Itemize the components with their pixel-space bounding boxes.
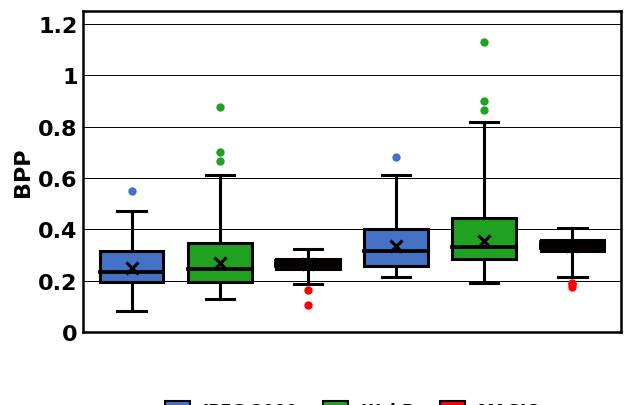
Bar bbox=[541, 240, 604, 252]
Legend: JPEG 2000, WebP, MAGIC: JPEG 2000, WebP, MAGIC bbox=[158, 395, 546, 405]
Y-axis label: BPP: BPP bbox=[13, 147, 33, 197]
Bar bbox=[100, 252, 163, 282]
Bar bbox=[276, 259, 340, 269]
Bar bbox=[364, 230, 428, 267]
Bar bbox=[452, 218, 516, 259]
Bar bbox=[188, 244, 252, 282]
